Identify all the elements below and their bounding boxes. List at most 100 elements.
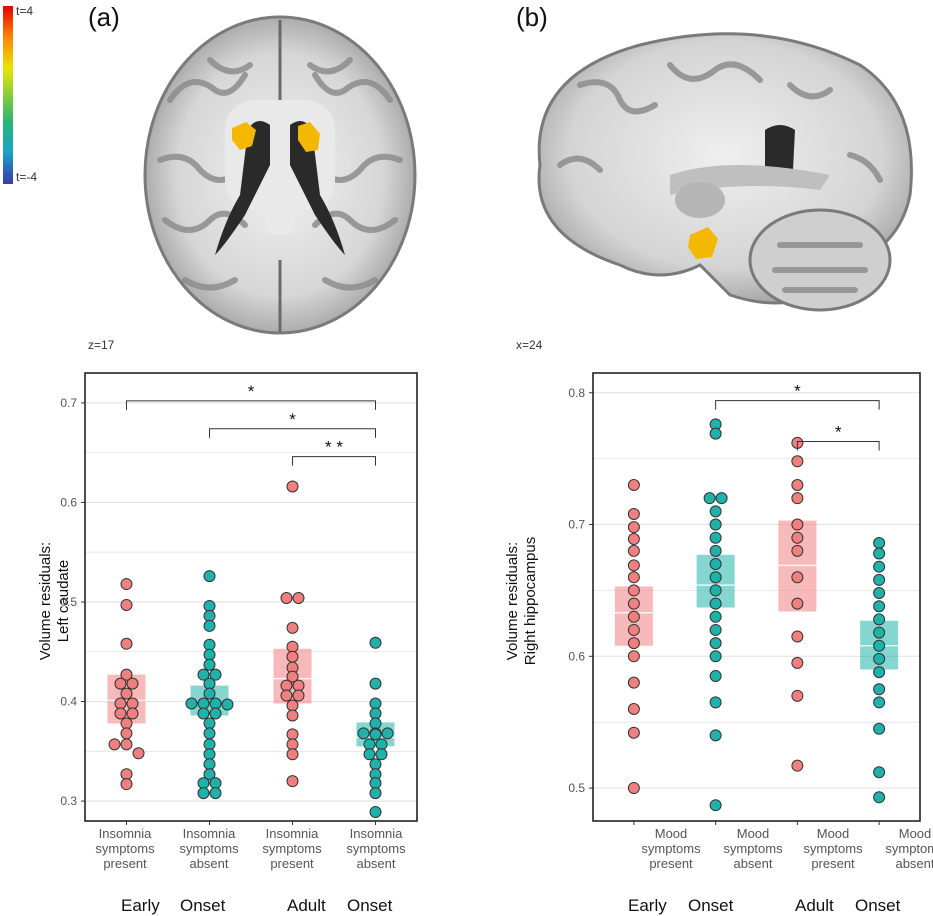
data-point [873, 560, 886, 573]
data-point [108, 738, 121, 751]
category-line: symptoms [262, 841, 322, 856]
data-point [203, 748, 216, 761]
data-point [203, 768, 216, 781]
data-point [286, 738, 299, 751]
data-point [209, 697, 222, 710]
data-point [292, 591, 305, 604]
left-caudate-cluster [232, 122, 256, 150]
data-point [120, 687, 133, 700]
data-point [209, 668, 222, 681]
plot-b-group-adult: Adult [795, 896, 834, 915]
data-point [197, 707, 210, 720]
category-line: symptoms [803, 841, 863, 856]
plot-a-category-2: Insomnia symptoms absent [164, 826, 254, 871]
data-point [120, 727, 133, 740]
significance-label: * [835, 423, 842, 442]
data-point [363, 738, 376, 751]
data-point [203, 717, 216, 730]
data-point [709, 597, 722, 610]
plot-b-group-onset-1: Onset [688, 896, 734, 915]
data-point [873, 587, 886, 600]
category-line: symptoms [95, 841, 155, 856]
data-point [209, 707, 222, 720]
data-point [791, 479, 804, 491]
data-point [627, 623, 640, 636]
data-point [709, 544, 722, 557]
category-line: Insomnia [265, 826, 319, 841]
data-point [203, 687, 216, 700]
data-point [203, 677, 216, 690]
data-point [709, 558, 722, 571]
significance-bracket [209, 428, 376, 438]
data-point [873, 722, 886, 735]
data-point [280, 679, 293, 692]
y-tick-label: 0.3 [60, 794, 77, 808]
plot-frame [592, 372, 921, 822]
sagittal-coordinate: x=24 [516, 338, 543, 352]
data-point [709, 571, 722, 584]
data-point [791, 571, 804, 584]
data-point [709, 696, 722, 709]
data-point [363, 748, 376, 761]
data-point [627, 544, 640, 557]
data-point [369, 806, 382, 819]
data-point [120, 598, 133, 611]
data-point [873, 696, 886, 709]
data-point [375, 748, 388, 761]
plot-a-category-3: Insomnia symptoms present [247, 826, 337, 871]
category-line: present [270, 856, 314, 871]
category-line: symptoms [885, 841, 933, 856]
data-point [369, 758, 382, 771]
axial-brain-image [143, 15, 417, 335]
category-line: Insomnia [98, 826, 152, 841]
data-point [369, 707, 382, 720]
data-point [203, 648, 216, 661]
data-point [709, 623, 722, 636]
significance-label: * [794, 382, 801, 401]
data-point [709, 427, 722, 440]
data-point [114, 697, 127, 710]
data-point [627, 782, 640, 795]
axial-coordinate: z=17 [88, 338, 115, 352]
data-point [873, 666, 886, 679]
data-point [709, 531, 722, 544]
data-point [286, 709, 299, 722]
data-point [627, 533, 640, 546]
data-point [203, 619, 216, 632]
significance-label: * [289, 410, 296, 429]
category-line: Mood [736, 826, 770, 841]
data-point [197, 777, 210, 790]
plot-b-category-4: Mood symptoms absent [870, 826, 933, 871]
data-point [286, 480, 299, 493]
data-point [203, 727, 216, 740]
category-line: Insomnia [182, 826, 236, 841]
colorbar-gradient [3, 6, 13, 184]
data-point [791, 630, 804, 643]
plot-a-group-adult: Adult [287, 896, 326, 915]
data-point [627, 571, 640, 584]
data-point [120, 578, 133, 591]
data-point [791, 455, 804, 468]
data-point [791, 544, 804, 557]
category-line: absent [356, 856, 396, 871]
data-point [120, 778, 133, 791]
data-point [873, 652, 886, 665]
data-point [627, 597, 640, 610]
data-point [873, 600, 886, 613]
plot-a-group-onset-1: Onset [180, 896, 226, 915]
data-point [791, 656, 804, 669]
data-point [286, 728, 299, 741]
category-line: symptoms [179, 841, 239, 856]
data-point [873, 573, 886, 586]
data-point [286, 775, 299, 788]
data-point [292, 689, 305, 702]
data-point [286, 670, 299, 683]
data-point [280, 591, 293, 604]
data-point [791, 689, 804, 702]
data-point [873, 766, 886, 779]
data-point [286, 748, 299, 761]
plot-b-category-1: Mood symptoms present [626, 826, 716, 871]
data-point [627, 479, 640, 491]
data-point [286, 621, 299, 634]
plot-a-category-1: Insomnia symptoms present [80, 826, 170, 871]
